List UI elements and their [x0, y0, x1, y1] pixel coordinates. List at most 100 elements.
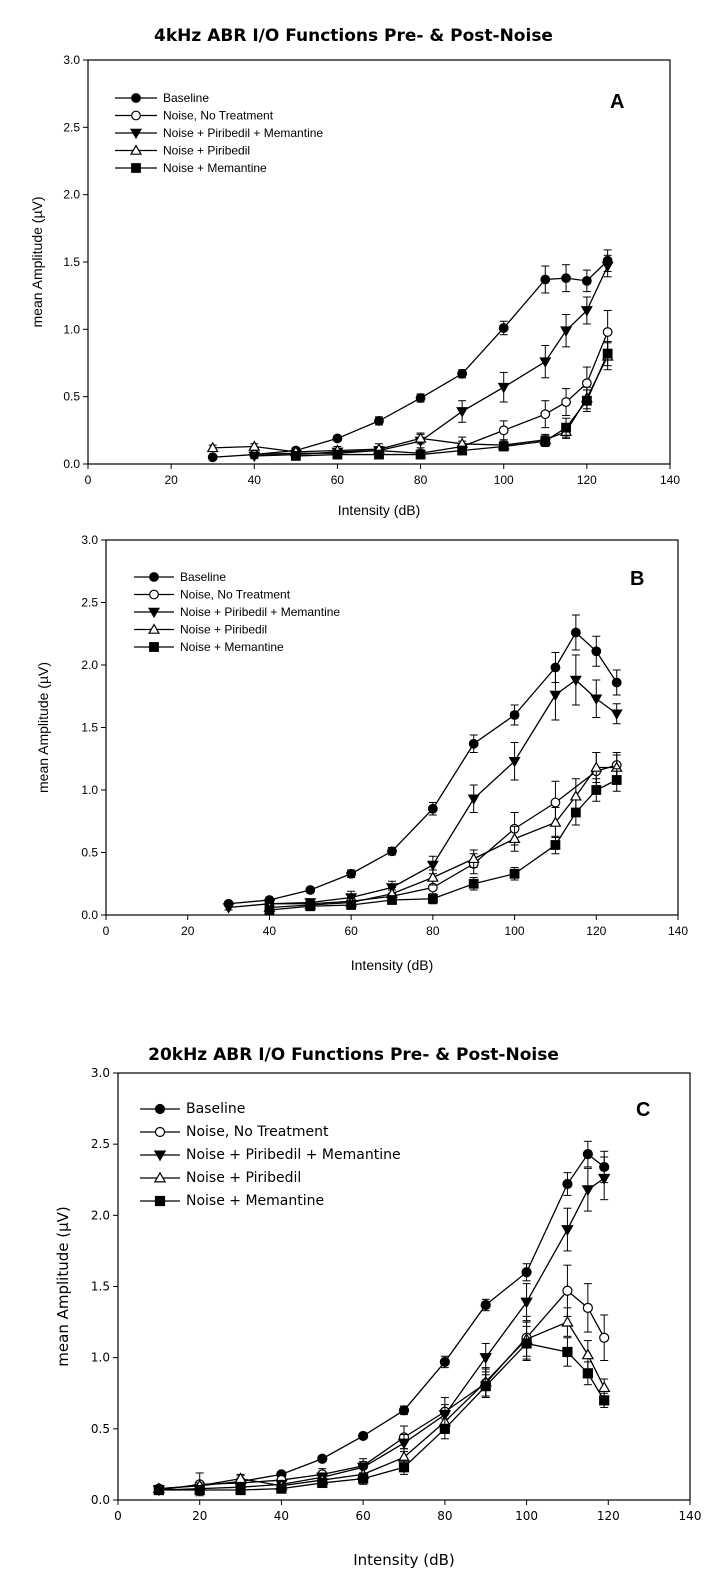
data-point [235, 1484, 246, 1496]
data-point [508, 832, 521, 844]
data-point [427, 893, 438, 904]
data-point [467, 794, 480, 805]
legend-label: Baseline [180, 570, 226, 584]
legend: Baseline Noise, No Treatment Noise + Pirib… [140, 1101, 401, 1209]
data-point [358, 1473, 369, 1484]
data-point [569, 675, 582, 687]
data-point [479, 1353, 492, 1365]
data-point [276, 1483, 287, 1494]
data-point [562, 1346, 573, 1358]
data-point [457, 445, 468, 456]
x-tick-label: 140 [679, 1509, 702, 1523]
data-point [581, 275, 592, 286]
data-point [591, 785, 602, 795]
x-tick-label: 80 [437, 1509, 452, 1523]
figure-title-20khz: 20kHz ABR I/O Functions Pre- & Post-Nois… [148, 1045, 559, 1065]
data-point [560, 326, 573, 337]
series-1 [153, 1264, 610, 1497]
legend-label: Baseline [163, 91, 209, 105]
legend-label: Noise + Piribedil [186, 1170, 301, 1186]
legend-marker [154, 1126, 166, 1138]
series-line [295, 353, 609, 457]
x-tick-label: 120 [597, 1509, 620, 1523]
data-point [358, 1430, 369, 1442]
x-tick-label: 20 [164, 473, 178, 487]
data-point [497, 382, 510, 394]
data-point [570, 807, 581, 818]
data-point [248, 440, 261, 451]
data-point [581, 1185, 595, 1197]
chart-panel-a: 0 20 40 60 80 100 120 140 0.0 0.5 1.0 1.5 2.0 2.5 3.0 I… [29, 53, 680, 518]
legend-label: Noise + Memantine [186, 1193, 324, 1209]
data-point [561, 273, 571, 284]
y-tick-label: 0.0 [91, 1493, 110, 1507]
data-point [610, 709, 623, 720]
y-axis-label: mean Amplitude (µV) [29, 196, 45, 327]
data-point [562, 1285, 573, 1296]
legend-label: Noise + Piribedil + Memantine [186, 1147, 401, 1163]
x-tick-label: 60 [356, 1509, 371, 1523]
x-tick-label: 0 [103, 924, 110, 938]
data-point [234, 1472, 247, 1484]
panel-letter: B [630, 568, 644, 590]
data-point [426, 871, 439, 882]
y-tick-label: 2.5 [81, 596, 98, 610]
x-axis-label: Intensity (dB) [338, 502, 420, 518]
x-axis-label: Intensity (dB) [351, 957, 433, 973]
legend-marker [149, 572, 159, 582]
legend-label: Noise + Piribedil [163, 144, 250, 158]
data-point [414, 432, 427, 443]
data-point [549, 690, 562, 702]
data-point [562, 1178, 573, 1190]
data-point [206, 441, 219, 453]
data-point [398, 1405, 410, 1416]
data-point [290, 451, 301, 461]
legend-marker [154, 1103, 166, 1115]
data-point [480, 1381, 491, 1392]
data-point [601, 261, 614, 273]
series-line [158, 1289, 605, 1491]
data-point [582, 1302, 593, 1313]
y-axis-label: mean Amplitude (µV) [35, 662, 51, 793]
series-0 [223, 614, 622, 909]
legend-marker [148, 623, 160, 634]
x-tick-label: 80 [426, 924, 440, 938]
panel-letter: C [636, 1099, 650, 1121]
data-point [597, 1173, 611, 1185]
legend-marker [131, 93, 141, 103]
series-3 [152, 1307, 611, 1494]
data-point [346, 900, 357, 910]
panel-letter: A [610, 91, 624, 113]
legend-marker [153, 1171, 167, 1183]
data-point [457, 368, 468, 379]
series-3 [206, 342, 614, 457]
series-line [269, 764, 617, 905]
data-point [602, 327, 613, 337]
legend-label: Baseline [186, 1101, 245, 1117]
x-tick-label: 100 [494, 473, 514, 487]
series-line [158, 1342, 605, 1491]
chart-panel-b: 0 20 40 60 80 100 120 140 0.0 0.5 1.0 1.5 2.0 2.5 3.0 I… [35, 533, 688, 973]
data-point [415, 393, 426, 403]
data-point [317, 1477, 328, 1489]
series-line [158, 1321, 605, 1490]
data-point [550, 840, 561, 850]
data-point [561, 1315, 574, 1327]
y-tick-label: 0.5 [91, 1422, 110, 1436]
data-point [591, 646, 602, 657]
y-tick-label: 1.5 [63, 255, 80, 269]
x-tick-label: 80 [414, 473, 428, 487]
data-point [467, 852, 480, 864]
data-point [540, 409, 551, 420]
data-point [561, 1225, 574, 1236]
data-point [374, 449, 384, 460]
data-point [332, 449, 343, 460]
data-point [153, 1484, 164, 1496]
data-point [602, 348, 613, 359]
series-line [269, 779, 618, 911]
series-2 [248, 254, 614, 463]
y-tick-label: 3.0 [81, 533, 98, 547]
data-point [468, 738, 479, 749]
data-point [597, 1381, 611, 1393]
data-point [561, 422, 571, 433]
